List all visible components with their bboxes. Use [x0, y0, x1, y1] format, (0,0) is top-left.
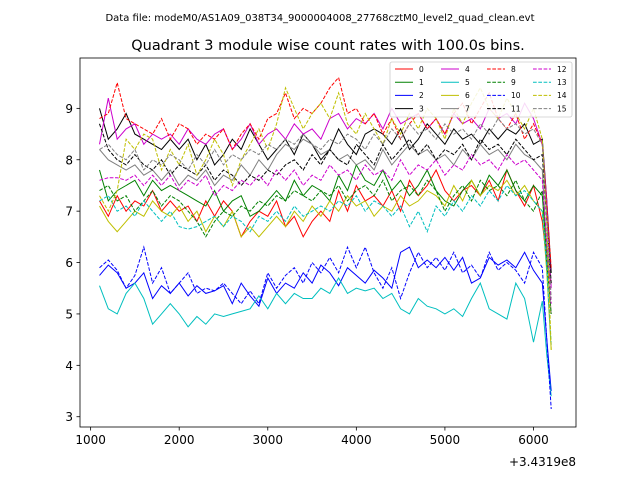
y-tick-label: 3 [65, 410, 73, 424]
series-line-15 [99, 117, 552, 299]
x-tick-label: 6000 [518, 433, 549, 447]
legend-label-9: 9 [511, 78, 516, 87]
y-tick-label: 8 [65, 153, 73, 167]
x-tick-label: 1000 [75, 433, 106, 447]
y-tick-label: 7 [65, 205, 73, 219]
x-offset-label: +3.4319e8 [509, 455, 576, 469]
series-layer [99, 76, 552, 410]
series-line-6 [99, 179, 552, 350]
series-line-13 [99, 184, 552, 345]
legend-label-0: 0 [419, 65, 424, 74]
x-tick-label: 2000 [164, 433, 195, 447]
legend-label-10: 10 [511, 91, 521, 100]
y-tick-label: 5 [65, 307, 73, 321]
legend-label-6: 6 [465, 91, 470, 100]
x-tick-label: 4000 [341, 433, 372, 447]
legend-box [389, 61, 573, 118]
legend-label-2: 2 [419, 91, 424, 100]
chart-title: Quadrant 3 module wise count rates with … [131, 38, 525, 54]
legend-label-7: 7 [465, 104, 470, 113]
y-tick-label: 9 [65, 102, 73, 116]
legend-label-11: 11 [511, 104, 521, 113]
series-line-12 [99, 153, 552, 304]
legend-label-13: 13 [557, 78, 567, 87]
legend-label-4: 4 [465, 65, 470, 74]
x-tick-label: 5000 [430, 433, 461, 447]
y-tick-label: 6 [65, 256, 73, 270]
y-tick-label: 4 [65, 359, 73, 373]
series-line-11 [99, 123, 552, 284]
series-line-0 [99, 168, 552, 284]
legend-label-1: 1 [419, 78, 424, 87]
legend-label-14: 14 [557, 91, 567, 100]
x-axis: 1000 2000 3000 4000 5000 6000 [75, 427, 549, 447]
legend-label-8: 8 [511, 65, 516, 74]
legend-label-12: 12 [557, 65, 567, 74]
data-file-suptitle: Data file: modeM0/AS1A09_038T34_90000040… [105, 13, 534, 24]
legend-label-5: 5 [465, 78, 470, 87]
plot-frame [79, 57, 577, 428]
y-axis: 3 4 5 6 7 8 9 [65, 102, 80, 424]
legend-label-15: 15 [557, 104, 567, 113]
series-line-9 [99, 179, 552, 314]
series-line-10 [99, 245, 552, 410]
x-tick-label: 3000 [252, 433, 283, 447]
series-line-5 [99, 276, 552, 397]
legend-label-3: 3 [419, 104, 424, 113]
